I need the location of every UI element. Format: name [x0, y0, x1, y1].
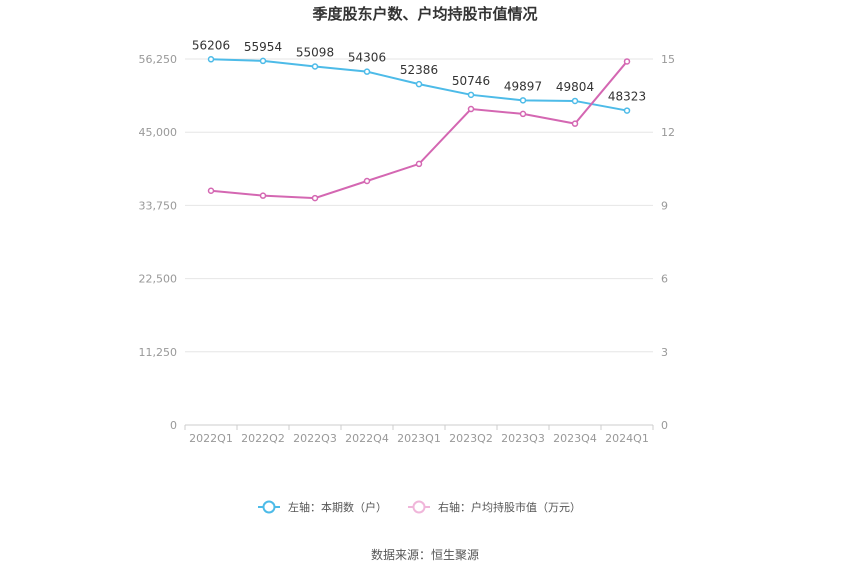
- x-axis-tick-label: 2022Q2: [241, 432, 285, 445]
- data-point-left: [467, 91, 475, 99]
- left-axis-tick-label: 22,500: [139, 273, 178, 286]
- data-point-right: [571, 120, 579, 127]
- legend-label-left-series: 左轴：本期数（户）: [288, 500, 387, 514]
- x-axis-tick-label: 2023Q2: [449, 432, 493, 445]
- chart-title: 季度股东户数、户均持股市值情况: [312, 5, 537, 23]
- data-label: 55098: [296, 45, 334, 59]
- right-y-axis: 0 3 6 9 12 15: [661, 53, 675, 432]
- legend-label-right-series: 右轴：户均持股市值（万元）: [438, 500, 581, 514]
- data-label: 48323: [608, 90, 646, 104]
- data-point-right: [363, 177, 371, 185]
- data-point-left: [415, 80, 423, 88]
- data-point-left: [207, 56, 215, 63]
- data-point-left: [259, 57, 267, 65]
- data-label: 54306: [348, 51, 386, 65]
- data-label: 55954: [244, 40, 282, 54]
- data-point-right: [259, 192, 267, 199]
- data-point-right: [623, 58, 631, 65]
- data-point-left: [519, 97, 527, 104]
- x-axis-tick-label: 2022Q1: [189, 432, 233, 445]
- legend-marker-left-icon: [262, 500, 276, 514]
- data-point-left: [623, 107, 631, 114]
- data-point-right: [415, 160, 423, 168]
- data-label: 49804: [556, 80, 594, 94]
- series-group: [207, 56, 631, 202]
- x-axis-tick-label: 2023Q4: [553, 432, 597, 445]
- legend-marker-right-icon: [412, 500, 426, 514]
- right-axis-tick-label: 12: [661, 126, 675, 139]
- x-axis-tick-label: 2024Q1: [605, 432, 649, 445]
- x-axis-tick-label: 2022Q3: [293, 432, 337, 445]
- left-axis-tick-label: 45,000: [139, 126, 178, 139]
- data-point-left: [571, 97, 579, 105]
- legend-item-right-series[interactable]: 右轴：户均持股市值（万元）: [408, 500, 581, 514]
- right-axis-tick-label: 0: [661, 419, 668, 432]
- source-note: 数据来源：恒生聚源: [371, 547, 479, 562]
- left-axis-tick-label: 11,250: [139, 346, 178, 359]
- legend[interactable]: 左轴：本期数（户） 右轴：户均持股市值（万元）: [258, 500, 581, 514]
- right-axis-tick-label: 9: [661, 199, 668, 212]
- data-point-left: [363, 68, 371, 75]
- data-point-right: [311, 194, 319, 202]
- data-point-left: [311, 63, 319, 70]
- data-labels: 56206 55954 55098 54306 52386 50746 49897 49804…: [192, 38, 646, 103]
- data-label: 49897: [504, 79, 542, 93]
- data-label: 52386: [400, 63, 438, 77]
- left-axis-tick-label: 33,750: [139, 199, 178, 212]
- x-axis-tick-label: 2023Q1: [397, 432, 441, 445]
- x-axis-tick-label: 2023Q3: [501, 432, 545, 445]
- left-axis-tick-label: 0: [170, 419, 177, 432]
- data-label: 50746: [452, 74, 490, 88]
- data-point-right: [519, 110, 527, 118]
- legend-item-left-series[interactable]: 左轴：本期数（户）: [258, 500, 387, 514]
- left-axis-tick-label: 56,250: [139, 53, 178, 66]
- x-axis-tick-label: 2022Q4: [345, 432, 389, 445]
- data-label: 56206: [192, 38, 230, 52]
- right-axis-tick-label: 6: [661, 273, 668, 286]
- x-axis: 2022Q1 2022Q2 2022Q3 2022Q4 2023Q1 2023Q2 2023…: [184, 425, 654, 445]
- data-point-right: [467, 105, 475, 113]
- data-point-right: [207, 187, 215, 195]
- right-axis-tick-label: 3: [661, 346, 668, 359]
- left-y-axis: 0 11,250 22,500 33,750 45,000 56,250: [139, 53, 178, 432]
- right-axis-tick-label: 15: [661, 53, 675, 66]
